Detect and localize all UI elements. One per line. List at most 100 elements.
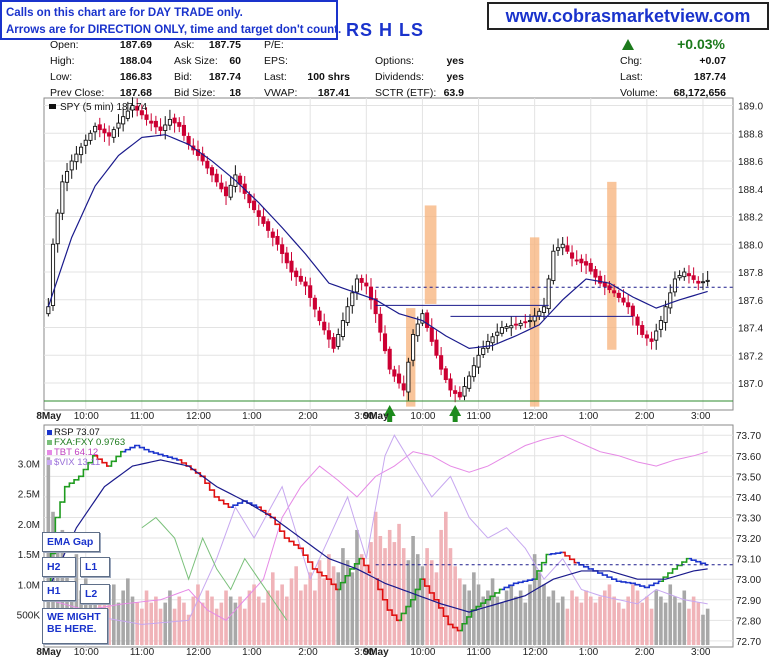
volume-bar	[645, 596, 649, 645]
price-candle	[644, 334, 649, 339]
price-x-tick-label: 1:00	[579, 411, 599, 422]
price-y-tick-label: 187.4	[738, 324, 763, 335]
indicator-x-tick-label: 3:00	[354, 647, 374, 658]
volume-bar	[588, 596, 593, 645]
indicator-x-tick-label: 12:00	[186, 647, 211, 658]
volume-bar	[574, 596, 579, 645]
volume-tick-label: 500K	[17, 611, 41, 622]
price-candle	[574, 259, 579, 262]
price-candle	[406, 361, 411, 393]
rsp-y-tick-label: 73.10	[736, 555, 761, 566]
volume-bar	[144, 590, 149, 645]
indicator-x-tick-label: 1:00	[242, 647, 262, 658]
rsp-line-segment	[558, 551, 563, 554]
rsp-line-segment	[104, 461, 110, 467]
price-candle	[490, 336, 495, 344]
volume-bar	[617, 602, 621, 645]
last-size-value: 100 shrs	[307, 71, 350, 83]
rsp-line-segment	[286, 537, 292, 543]
price-candle	[560, 243, 565, 249]
price-candle	[635, 316, 640, 326]
price-candle	[317, 310, 322, 322]
volume-bar	[261, 602, 266, 645]
fxa-fxy-line	[141, 516, 288, 621]
rsp-y-tick-label: 72.80	[736, 616, 761, 627]
website-banner[interactable]: www.cobrasmarketview.com	[487, 2, 769, 30]
rsp-line-segment	[141, 446, 147, 451]
rsp-line-segment	[553, 552, 559, 555]
rsp-line-segment	[356, 557, 362, 565]
volume-bar	[238, 596, 242, 645]
volume-bar	[701, 614, 705, 645]
price-y-tick-label: 187.0	[738, 379, 763, 390]
rsp-line-segment	[487, 595, 493, 601]
price-candle	[275, 235, 280, 245]
volume-bar	[514, 596, 518, 645]
volume-bar	[673, 596, 677, 645]
prev-close-value: 187.68	[119, 87, 152, 99]
rsp-line-segment	[226, 502, 231, 509]
volume-bar	[551, 590, 556, 645]
volume-bar	[570, 590, 574, 645]
volume-bar	[191, 596, 196, 645]
volume-bar	[280, 584, 284, 645]
price-candle	[387, 348, 392, 370]
price-y-tick-label: 188.6	[738, 157, 763, 168]
volume-bar	[154, 596, 158, 645]
rsp-line-segment	[637, 583, 643, 587]
l2-label: L2	[80, 584, 110, 604]
rsp-line-segment	[478, 602, 484, 608]
rsp-line-segment	[347, 568, 353, 577]
rsp-line-segment	[450, 623, 456, 629]
price-x-tick-label: 1:00	[242, 411, 262, 422]
price-candle	[247, 193, 252, 204]
price-candle	[336, 334, 341, 347]
volume-bar	[649, 608, 654, 645]
rsp-line-segment	[529, 578, 535, 582]
volume-bar	[500, 602, 504, 645]
indicator-x-tick-label: 8May	[36, 647, 61, 658]
price-candle	[546, 278, 551, 310]
volume-bar	[378, 536, 383, 645]
price-candle	[74, 153, 79, 163]
price-candle	[153, 120, 158, 128]
volume-bar	[420, 566, 425, 645]
volume-bar	[205, 590, 210, 645]
price-candle	[700, 281, 706, 284]
rsp-line-segment	[464, 616, 470, 625]
options-label: Options:	[375, 55, 415, 67]
indicator-x-tick-label: 10:00	[74, 647, 99, 658]
price-candle	[130, 105, 135, 111]
rsp-line-segment	[646, 584, 652, 589]
rsp-line-segment	[548, 553, 554, 556]
rsp-line-segment	[221, 499, 227, 505]
volume-bar	[392, 542, 397, 645]
rsp-line-segment	[254, 504, 259, 509]
volume-bar	[303, 584, 308, 645]
price-candle	[499, 327, 504, 334]
volume-bar	[331, 566, 336, 645]
price-candle	[555, 247, 561, 251]
volume-bar	[640, 602, 644, 645]
price-candle	[364, 282, 369, 287]
rsp-y-tick-label: 72.70	[736, 637, 761, 648]
rsp-ema-line	[47, 459, 708, 613]
volume-bar	[415, 554, 420, 645]
high-value: 188.04	[119, 55, 152, 67]
up-arrow-icon	[449, 405, 462, 422]
rsp-line-segment	[684, 557, 689, 563]
volume-bar	[472, 572, 476, 645]
volume-bar	[546, 596, 551, 645]
rsp-line-segment	[609, 576, 615, 580]
we-might-be-here-label: WE MIGHT BE HERE.	[42, 608, 108, 644]
volume-bar	[140, 608, 144, 645]
price-candle	[280, 244, 285, 254]
rsp-line-segment	[216, 496, 222, 502]
rsp-line-segment	[235, 502, 241, 506]
price-candle	[612, 290, 617, 294]
price-y-tick-label: 189.0	[738, 102, 763, 113]
rsp-line-segment	[67, 482, 72, 488]
price-candle	[88, 132, 93, 141]
ask-value: 187.75	[208, 39, 241, 51]
up-arrow-icon	[622, 39, 634, 50]
